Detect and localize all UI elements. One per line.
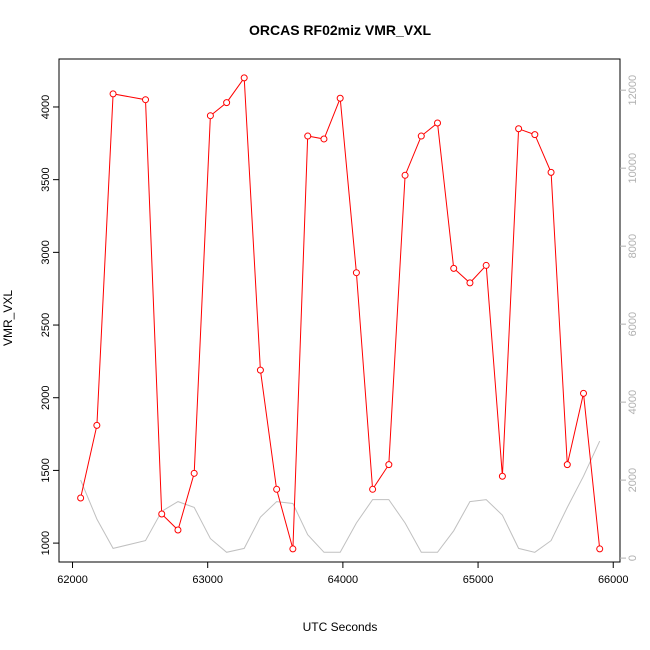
data-point <box>320 135 328 143</box>
data-point <box>466 279 474 287</box>
secondary-series-line <box>80 440 601 553</box>
data-point <box>240 74 248 82</box>
y-tick-label: 3000 <box>40 240 52 264</box>
y2-tick-label: 0 <box>627 555 639 561</box>
data-point <box>401 171 409 179</box>
data-point <box>515 125 523 133</box>
y-tick-label: 2500 <box>40 313 52 337</box>
chart-title: ORCAS RF02miz VMR_VXL <box>249 22 431 38</box>
x-tick-label: 63000 <box>192 574 223 586</box>
x-tick-label: 65000 <box>463 574 494 586</box>
y-tick-label: 2000 <box>40 385 52 409</box>
y-tick-label: 1500 <box>40 458 52 482</box>
data-point <box>596 545 604 553</box>
data-point <box>223 99 231 107</box>
data-point <box>158 510 166 518</box>
left-axis: 1000 1500 2000 2500 3000 3500 4000 <box>40 95 59 555</box>
data-point <box>336 94 344 102</box>
data-point <box>174 526 182 534</box>
x-axis-label: UTC Seconds <box>303 620 378 634</box>
x-tick-label: 66000 <box>598 574 629 586</box>
data-point <box>580 389 588 397</box>
data-point <box>93 421 101 429</box>
y-tick-label: 1000 <box>40 531 52 555</box>
data-point <box>482 261 490 269</box>
data-point <box>417 132 425 140</box>
data-point <box>77 494 85 502</box>
x-tick-label: 64000 <box>328 574 359 586</box>
data-point <box>256 366 264 374</box>
y2-tick-label: 6000 <box>627 312 639 336</box>
data-point <box>190 469 198 477</box>
data-point <box>109 90 117 98</box>
data-point <box>304 132 312 140</box>
right-axis: 0 2000 4000 6000 8000 10000 12000 <box>620 75 639 561</box>
y2-tick-label: 2000 <box>627 468 639 492</box>
y-tick-label: 3500 <box>40 167 52 191</box>
series-layer <box>77 74 604 553</box>
data-point <box>352 269 360 277</box>
y-tick-label: 4000 <box>40 95 52 119</box>
y2-tick-label: 10000 <box>627 153 639 184</box>
x-tick-label: 62000 <box>57 574 88 586</box>
plot-frame <box>58 58 621 563</box>
y-axis-label: VMR_VXL <box>1 290 15 346</box>
bottom-axis: 62000 63000 64000 65000 66000 <box>57 562 629 586</box>
data-point <box>273 485 281 493</box>
data-point <box>385 461 393 469</box>
y2-tick-label: 12000 <box>627 75 639 106</box>
data-point <box>531 131 539 139</box>
data-point <box>547 168 555 176</box>
data-point <box>498 472 506 480</box>
data-point <box>369 485 377 493</box>
y2-tick-label: 4000 <box>627 390 639 414</box>
data-point <box>434 119 442 127</box>
data-point <box>206 112 214 120</box>
series-line <box>80 76 601 550</box>
data-point <box>289 545 297 553</box>
data-point <box>563 461 571 469</box>
data-point <box>450 264 458 272</box>
y2-tick-label: 8000 <box>627 234 639 258</box>
data-point <box>142 96 150 104</box>
